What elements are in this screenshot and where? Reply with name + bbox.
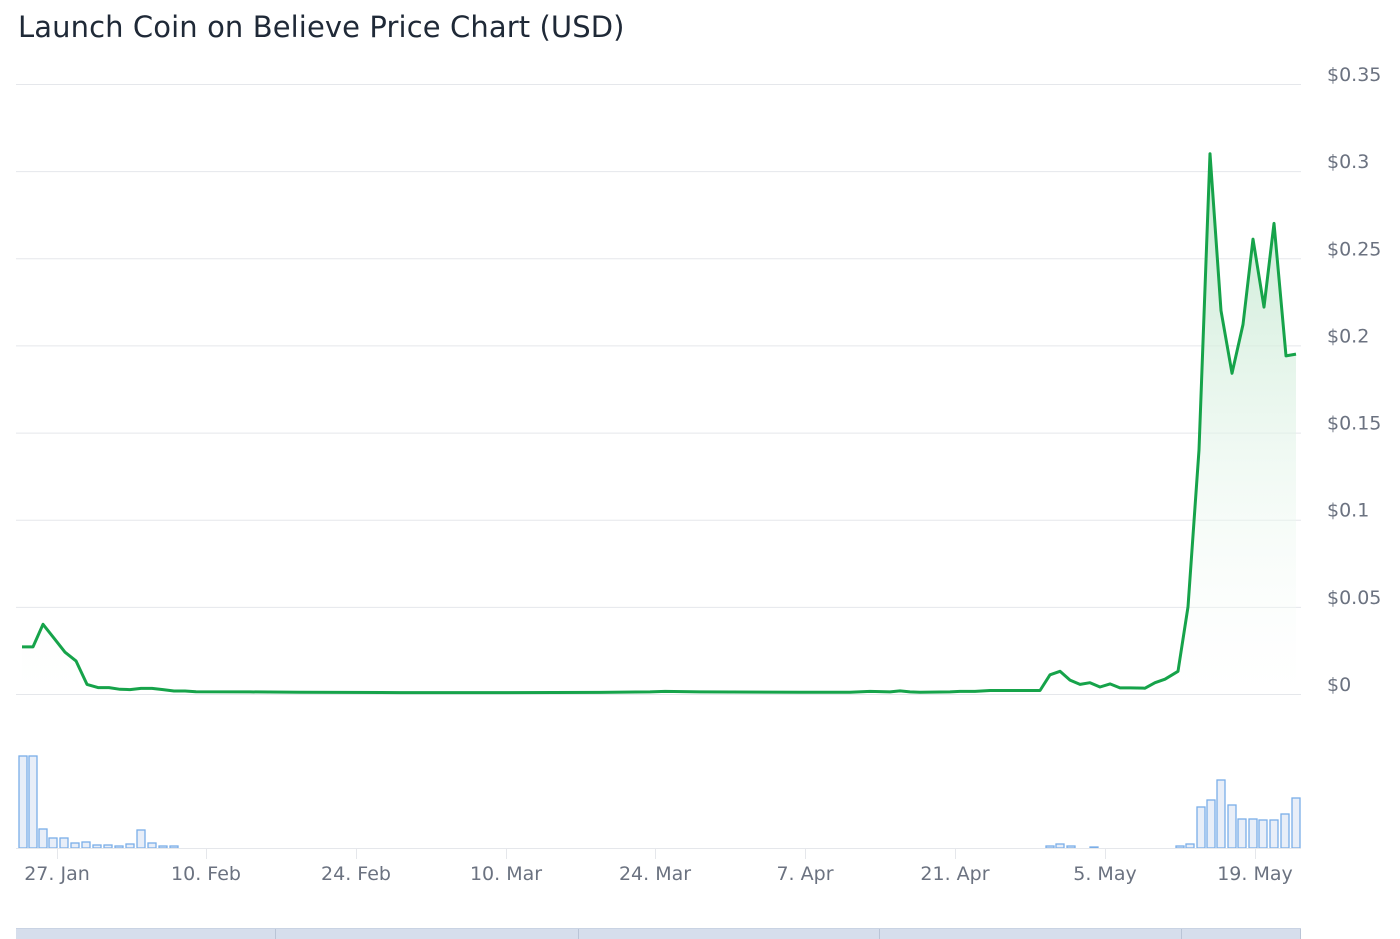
volume-bar (1055, 843, 1065, 849)
navigator-segment[interactable] (16, 929, 276, 939)
price-area (22, 153, 1296, 694)
volume-bar (92, 844, 102, 849)
volume-bar (1066, 845, 1076, 849)
volume-bar (1280, 813, 1290, 849)
x-tick-label: 7. Apr (776, 863, 833, 885)
volume-bar (1237, 818, 1247, 849)
volume-bar (147, 842, 157, 849)
volume-bar (1216, 779, 1226, 849)
x-tick-label: 10. Feb (171, 863, 241, 885)
y-tick-label: $0.3 (1327, 151, 1369, 173)
volume-bar (103, 844, 113, 849)
volume-bar (1175, 845, 1185, 849)
volume-bar (1258, 819, 1268, 849)
volume-bar (70, 842, 80, 849)
x-axis-ticks (57, 849, 1256, 859)
volume-bar (59, 837, 69, 849)
y-tick-label: $0.15 (1327, 413, 1381, 435)
volume-bar (1227, 804, 1237, 849)
y-tick-label: $0.35 (1327, 64, 1381, 86)
y-tick-label: $0.05 (1327, 587, 1381, 609)
y-tick-label: $0.25 (1327, 238, 1381, 260)
volume-bar (1185, 843, 1195, 849)
volume-bar (1045, 845, 1055, 849)
navigator-segment[interactable] (276, 929, 579, 939)
chart-title: Launch Coin on Believe Price Chart (USD) (18, 10, 625, 44)
y-tick-label: $0.1 (1327, 500, 1369, 522)
navigator-segment[interactable] (880, 929, 1182, 939)
volume-bars (18, 755, 1301, 849)
volume-bar (1291, 797, 1301, 849)
x-tick-label: 24. Feb (321, 863, 391, 885)
volume-bar (38, 828, 48, 849)
y-tick-label: $0.2 (1327, 325, 1369, 347)
grid-lines (16, 84, 1301, 695)
price-line[interactable] (22, 152, 1297, 695)
volume-bar (1206, 799, 1216, 849)
volume-bar (158, 845, 168, 849)
y-tick-label: $0 (1327, 674, 1351, 696)
volume-bar (136, 829, 146, 849)
x-axis-labels: 27. Jan 10. Feb 24. Feb 10. Mar 24. Mar 7. Ap… (24, 863, 1293, 885)
volume-bar (114, 845, 124, 849)
x-tick-label: 24. Mar (619, 863, 691, 885)
volume-bar (81, 841, 91, 849)
volume-bar (1196, 806, 1206, 849)
volume-bar (28, 755, 38, 849)
y-axis-labels: $0 $0.05 $0.1 $0.15 $0.2 $0.25 $0.3 $0.35 (1327, 64, 1381, 696)
navigator-segment[interactable] (1182, 929, 1301, 939)
x-tick-label: 5. May (1073, 863, 1136, 885)
volume-bar (18, 755, 28, 849)
volume-bar (169, 845, 179, 849)
volume-bar (1089, 846, 1099, 849)
x-tick-label: 21. Apr (920, 863, 989, 885)
x-tick-label: 19. May (1217, 863, 1293, 885)
x-tick-label: 10. Mar (470, 863, 542, 885)
volume-bar (1248, 818, 1258, 849)
navigator-segment[interactable] (579, 929, 880, 939)
volume-bar (48, 837, 58, 849)
volume-bar (1269, 819, 1279, 849)
x-tick-label: 27. Jan (24, 863, 90, 885)
volume-bar (125, 843, 135, 849)
